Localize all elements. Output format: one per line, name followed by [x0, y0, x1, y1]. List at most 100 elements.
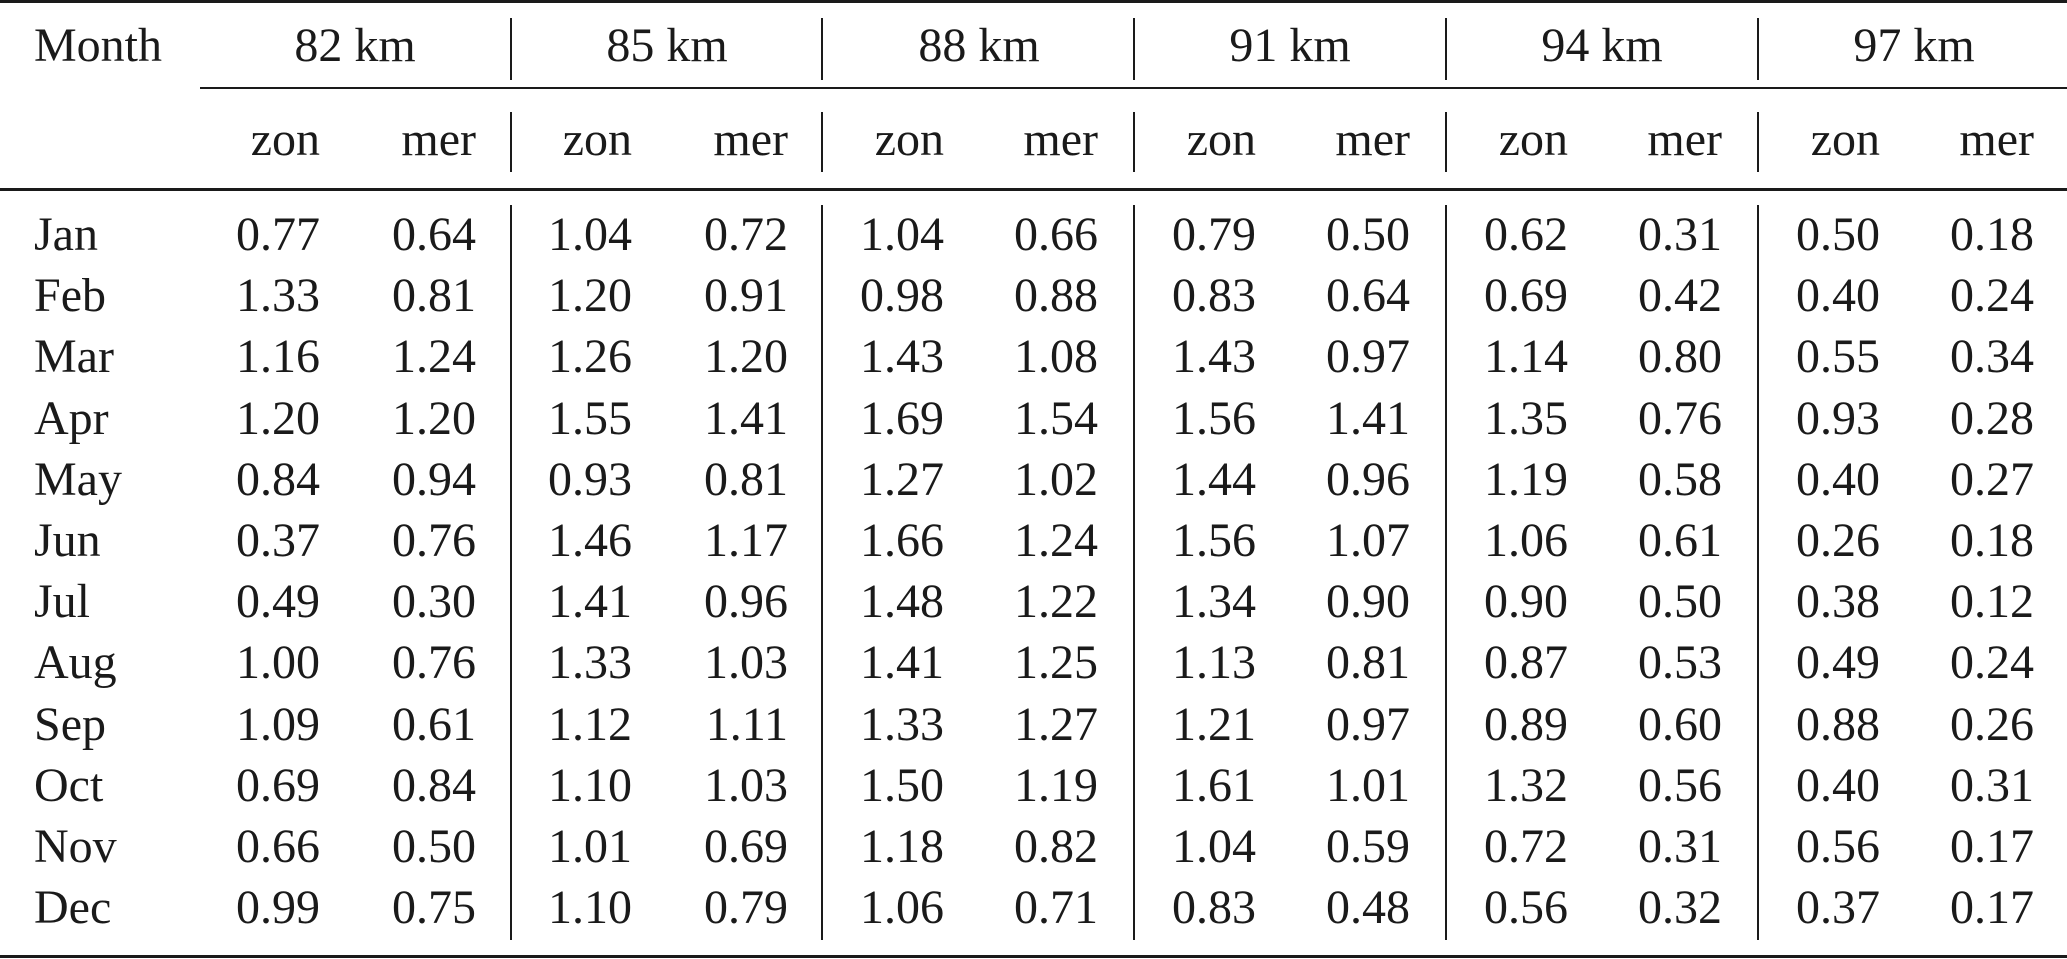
table-cell: 0.27 [1950, 453, 2034, 506]
mer-subheader: mer [713, 113, 788, 166]
table-cell: 1.26 [548, 330, 632, 383]
table-cell: 0.98 [860, 269, 944, 322]
table-cell: 0.62 [1484, 208, 1568, 261]
table-cell: 0.28 [1950, 392, 2034, 445]
table-cell: 1.34 [1172, 575, 1256, 628]
table-cell: 0.90 [1326, 575, 1410, 628]
month-label: Dec [34, 881, 112, 934]
table-cell: 1.22 [1014, 575, 1098, 628]
table-cell: 0.50 [392, 820, 476, 873]
altitude-header: 82 km [294, 19, 416, 72]
table-cell: 1.03 [704, 759, 788, 812]
table-cell: 0.81 [1326, 636, 1410, 689]
month-label: May [34, 453, 122, 506]
mer-subheader: mer [401, 113, 476, 166]
table-cell: 0.61 [1638, 514, 1722, 567]
table-cell: 0.12 [1950, 575, 2034, 628]
table-cell: 0.38 [1796, 575, 1880, 628]
table-cell: 0.87 [1484, 636, 1568, 689]
table-cell: 1.32 [1484, 759, 1568, 812]
table-cell: 0.32 [1638, 881, 1722, 934]
table-cell: 1.11 [705, 698, 788, 751]
table-cell: 0.83 [1172, 269, 1256, 322]
table-cell: 0.81 [392, 269, 476, 322]
month-label: Apr [34, 392, 109, 445]
table-cell: 0.71 [1014, 881, 1098, 934]
table-cell: 1.04 [548, 208, 632, 261]
month-label: Mar [34, 330, 114, 383]
table-cell: 0.34 [1950, 330, 2034, 383]
table-cell: 1.44 [1172, 453, 1256, 506]
altitude-header: 91 km [1229, 19, 1351, 72]
table-cell: 0.88 [1796, 698, 1880, 751]
table-cell: 0.55 [1796, 330, 1880, 383]
table-cell: 0.93 [548, 453, 632, 506]
table-cell: 1.16 [236, 330, 320, 383]
group-separator-sub [821, 112, 823, 172]
table-cell: 0.50 [1326, 208, 1410, 261]
table-cell: 1.46 [548, 514, 632, 567]
table-cell: 1.04 [1172, 820, 1256, 873]
table-cell: 0.40 [1796, 269, 1880, 322]
table-cell: 0.69 [236, 759, 320, 812]
table-cell: 0.75 [392, 881, 476, 934]
bottom-rule [0, 955, 2067, 958]
table-cell: 0.80 [1638, 330, 1722, 383]
table-cell: 0.24 [1950, 636, 2034, 689]
table-cell: 1.13 [1172, 636, 1256, 689]
table-cell: 0.76 [392, 636, 476, 689]
table-cell: 0.84 [392, 759, 476, 812]
mer-subheader: mer [1335, 113, 1410, 166]
altitude-header: 94 km [1541, 19, 1663, 72]
month-label: Oct [34, 759, 104, 812]
table-cell: 0.61 [392, 698, 476, 751]
altitude-header: 85 km [606, 19, 728, 72]
table-cell: 0.53 [1638, 636, 1722, 689]
group-separator-body [1133, 205, 1135, 940]
table-cell: 1.02 [1014, 453, 1098, 506]
table-cell: 0.69 [1484, 269, 1568, 322]
table-cell: 1.25 [1014, 636, 1098, 689]
top-rule [0, 0, 2067, 3]
table-cell: 0.48 [1326, 881, 1410, 934]
table-cell: 0.56 [1484, 881, 1568, 934]
table-cell: 1.69 [860, 392, 944, 445]
table-cell: 0.17 [1950, 881, 2034, 934]
table-cell: 1.20 [548, 269, 632, 322]
table-cell: 1.33 [860, 698, 944, 751]
table-cell: 1.19 [1484, 453, 1568, 506]
table-cell: 1.43 [860, 330, 944, 383]
table-cell: 0.40 [1796, 759, 1880, 812]
table-cell: 0.90 [1484, 575, 1568, 628]
table-cell: 1.43 [1172, 330, 1256, 383]
table-cell: 0.76 [1638, 392, 1722, 445]
table-cell: 0.64 [1326, 269, 1410, 322]
table-cell: 1.27 [1014, 698, 1098, 751]
table-cell: 1.14 [1484, 330, 1568, 383]
group-separator-body [510, 205, 512, 940]
table-cell: 1.01 [1326, 759, 1410, 812]
table-cell: 1.56 [1172, 392, 1256, 445]
table-cell: 0.79 [1172, 208, 1256, 261]
table-cell: 0.60 [1638, 698, 1722, 751]
table-cell: 0.97 [1326, 698, 1410, 751]
table-cell: 0.40 [1796, 453, 1880, 506]
table-cell: 0.24 [1950, 269, 2034, 322]
table-cell: 1.35 [1484, 392, 1568, 445]
table-cell: 1.00 [236, 636, 320, 689]
group-separator-body [1445, 205, 1447, 940]
table-cell: 0.30 [392, 575, 476, 628]
table-cell: 0.88 [1014, 269, 1098, 322]
table-cell: 1.41 [704, 392, 788, 445]
table-cell: 1.17 [704, 514, 788, 567]
table-cell: 0.26 [1796, 514, 1880, 567]
table-cell: 0.83 [1172, 881, 1256, 934]
altitude-group-rule [200, 87, 2067, 89]
month-label: Jan [34, 208, 98, 261]
table-cell: 0.96 [1326, 453, 1410, 506]
table-cell: 0.72 [704, 208, 788, 261]
table-cell: 1.24 [1014, 514, 1098, 567]
altitude-header: 97 km [1853, 19, 1975, 72]
table-cell: 0.31 [1638, 820, 1722, 873]
